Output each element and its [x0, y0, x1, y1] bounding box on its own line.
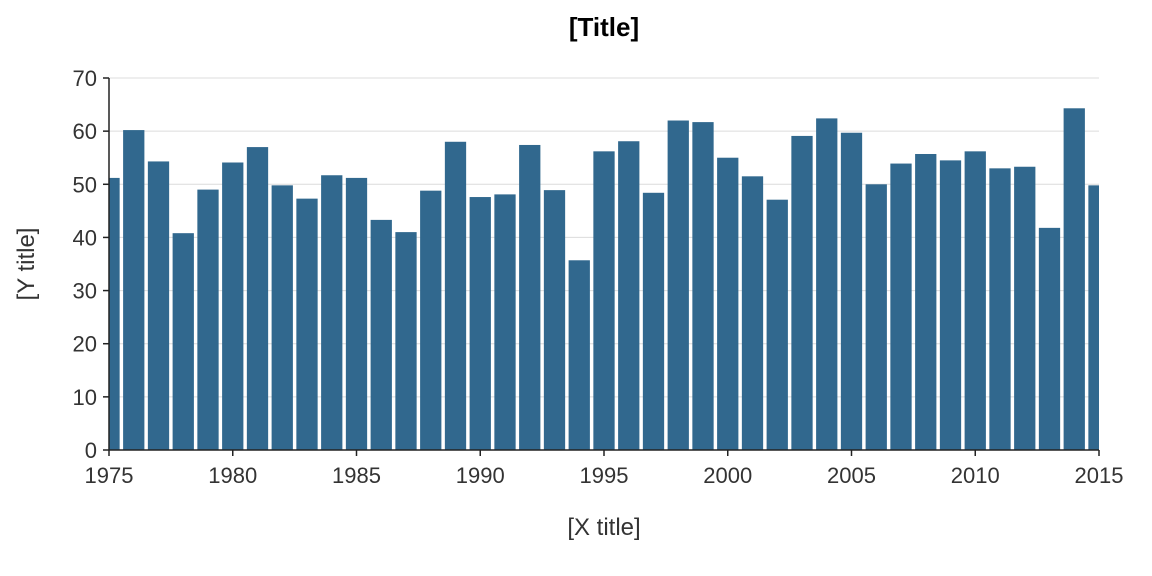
bar-1991	[494, 194, 516, 450]
bar-1988	[420, 190, 442, 451]
bar-1989	[444, 141, 467, 450]
bar-1976	[123, 130, 145, 450]
bar-1979	[197, 189, 219, 450]
y-tick-label: 0	[85, 438, 97, 463]
bar-2001	[741, 176, 764, 451]
x-tick-label: 2015	[1075, 463, 1124, 488]
y-tick-label: 10	[73, 385, 97, 410]
y-tick-label: 30	[73, 279, 97, 304]
x-tick-label: 1980	[208, 463, 257, 488]
bar-1987	[395, 232, 417, 450]
bar-2013	[1038, 227, 1061, 450]
bar-2011	[989, 168, 1011, 451]
y-tick-label: 70	[73, 66, 97, 91]
bar-2012	[1014, 166, 1036, 450]
bar-2007	[890, 163, 912, 450]
x-tick-label: 1995	[580, 463, 629, 488]
bar-2005	[840, 132, 863, 451]
bar-1996	[618, 141, 640, 451]
bar-2015	[1088, 185, 1099, 450]
chart-title: [Title]	[569, 12, 639, 42]
bar-1993	[543, 190, 566, 451]
bar-2006	[865, 184, 887, 451]
bar-1986	[370, 219, 392, 450]
axes	[103, 77, 1100, 456]
bar-2000	[717, 157, 739, 450]
x-tick-label: 1990	[456, 463, 505, 488]
bar-1992	[519, 144, 541, 450]
y-tick-label: 60	[73, 119, 97, 144]
bar-2004	[816, 118, 838, 450]
bar-1983	[296, 198, 318, 450]
y-tick-label: 40	[73, 225, 97, 250]
y-axis-title: [Y title]	[13, 228, 40, 301]
bar-1994	[568, 260, 590, 450]
tick-labels: 0 10 20 30 40 50 60 70 1975 1980 1985 1990 1995 2000 2…	[73, 66, 1124, 488]
bar-1981	[246, 147, 269, 451]
y-tick-label: 50	[73, 172, 97, 197]
x-tick-label: 1985	[332, 463, 381, 488]
bar-2014	[1063, 108, 1085, 450]
bar-2002	[766, 199, 788, 450]
x-axis-title: [X title]	[567, 514, 640, 541]
bar-2010	[964, 151, 986, 450]
bar-1982	[271, 185, 293, 450]
bar-2009	[939, 160, 962, 450]
bar-1975	[109, 177, 120, 450]
bar-1985	[345, 177, 368, 450]
bar-1977	[147, 161, 170, 451]
bars	[109, 108, 1099, 451]
bar-1980	[222, 162, 244, 451]
bar-1978	[172, 233, 194, 450]
bar-2003	[791, 135, 813, 450]
bar-1990	[469, 197, 491, 450]
x-tick-label: 2010	[951, 463, 1000, 488]
bar-1984	[321, 175, 343, 450]
x-tick-label: 2005	[827, 463, 876, 488]
x-tick-label: 2000	[703, 463, 752, 488]
bar-2008	[915, 153, 937, 450]
x-tick-label: 1975	[85, 463, 134, 488]
bar-1995	[593, 151, 615, 450]
y-tick-label: 20	[73, 332, 97, 357]
bar-1997	[642, 192, 665, 450]
bar-1998	[667, 120, 689, 450]
bar-1999	[692, 122, 714, 450]
